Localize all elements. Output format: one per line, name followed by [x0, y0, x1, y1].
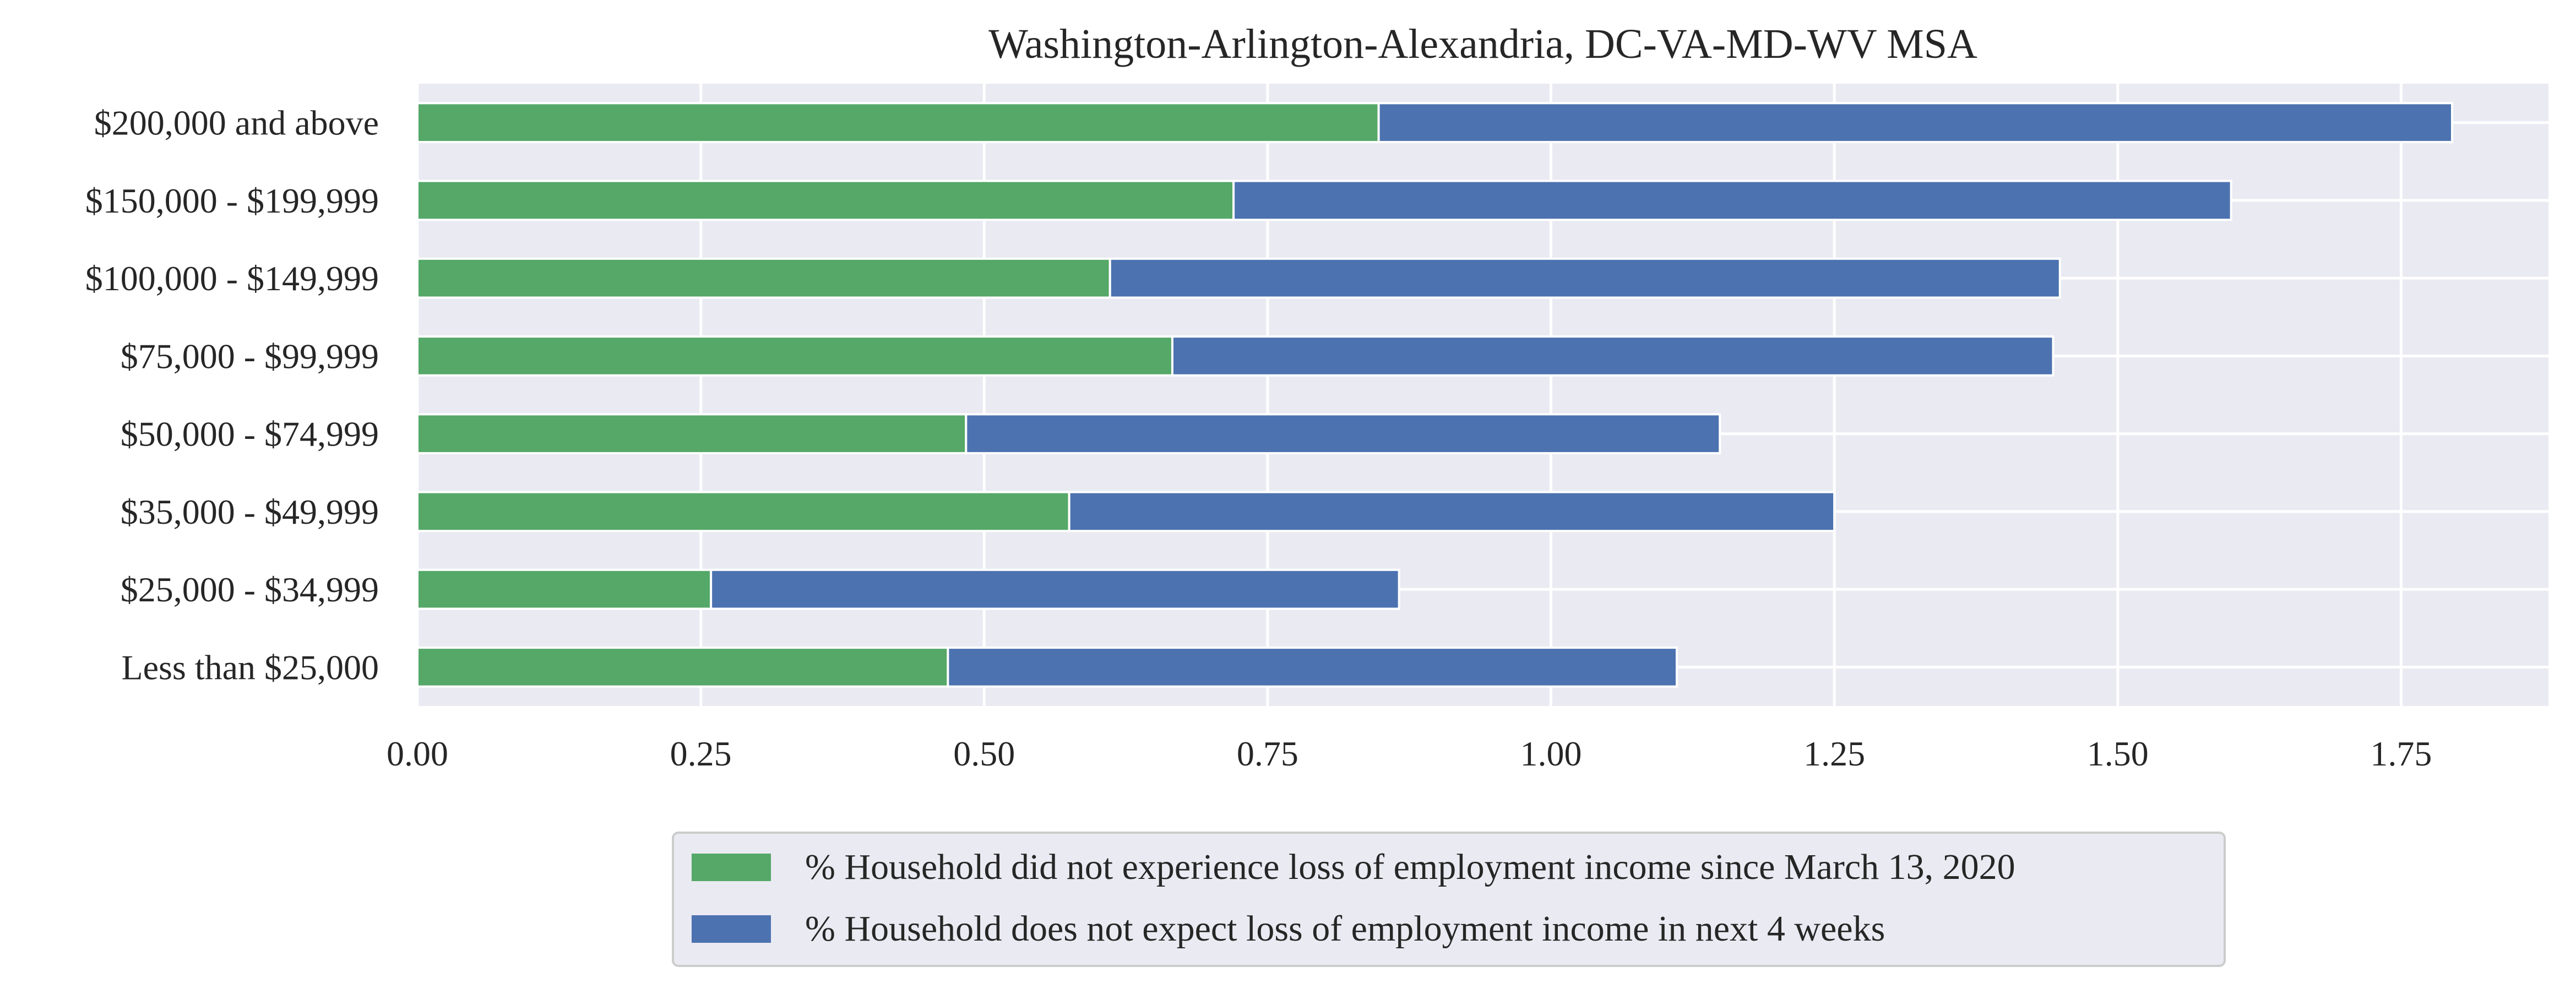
x-tick-label: 0.50	[953, 734, 1015, 773]
bar-series-1	[1377, 102, 2454, 143]
bar-series-0	[416, 491, 1070, 533]
bar-series-1	[1068, 491, 1836, 533]
bar-series-1	[947, 647, 1678, 688]
bar-series-1	[1232, 180, 2232, 221]
y-tick-label: $35,000 - $49,999	[121, 492, 379, 531]
x-tick-label: 1.50	[2087, 734, 2149, 773]
bar-series-0	[416, 257, 1111, 299]
y-tick-label: $50,000 - $74,999	[121, 415, 379, 454]
legend: % Household did not experience loss of e…	[672, 832, 2226, 967]
x-tick-label: 0.00	[387, 734, 448, 773]
bar-series-0	[416, 335, 1173, 377]
y-tick-label: $25,000 - $34,999	[121, 570, 379, 609]
x-tick-label: 1.00	[1520, 734, 1582, 773]
x-tick-label: 1.75	[2370, 734, 2432, 773]
bar-series-1	[710, 568, 1400, 610]
x-tick-label: 0.25	[670, 734, 732, 773]
bar-series-0	[416, 413, 968, 454]
bars	[416, 102, 2454, 688]
bar-series-1	[1108, 257, 2061, 299]
y-tick-labels: Less than $25,000 $25,000 - $34,999 $35,00…	[85, 104, 379, 687]
legend-swatch-series-1	[692, 915, 771, 943]
chart-title: Washington-Arlington-Alexandria, DC-VA-M…	[988, 21, 1977, 67]
y-tick-label: $200,000 and above	[94, 104, 379, 143]
legend-swatch-series-0	[692, 854, 771, 881]
legend-label-series-1: % Household does not expect loss of empl…	[805, 909, 1885, 949]
y-tick-label: $150,000 - $199,999	[85, 181, 379, 220]
bar-series-0	[416, 180, 1235, 221]
y-tick-label: $100,000 - $149,999	[85, 259, 379, 298]
x-tick-labels: 0.00 0.25 0.50 0.75 1.00 1.25 1.50 1.75	[387, 734, 2432, 773]
bar-series-0	[416, 568, 713, 610]
bar-series-0	[416, 102, 1380, 143]
x-tick-label: 1.25	[1803, 734, 1865, 773]
x-tick-label: 0.75	[1237, 734, 1298, 773]
y-tick-label: $75,000 - $99,999	[121, 336, 379, 376]
bar-series-1	[1171, 335, 2055, 377]
plot-area	[417, 84, 2548, 706]
y-tick-label: Less than $25,000	[122, 648, 379, 687]
legend-label-series-0: % Household did not experience loss of e…	[805, 847, 2015, 887]
bar-series-1	[965, 413, 1721, 454]
bar-series-0	[416, 647, 949, 688]
legend-box	[672, 832, 2226, 967]
